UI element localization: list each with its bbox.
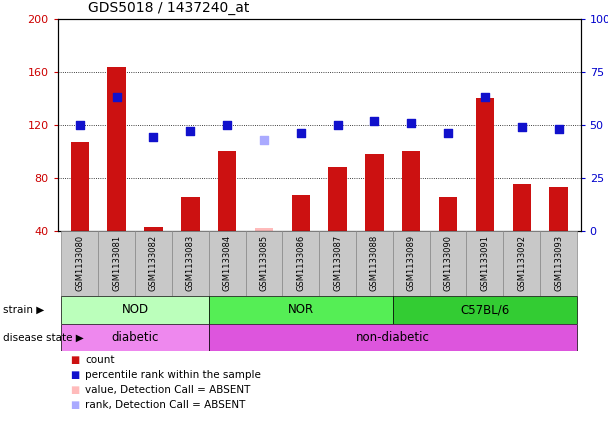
Bar — [61, 324, 209, 351]
Point — [517, 124, 527, 130]
Bar — [466, 231, 503, 296]
Bar — [356, 231, 393, 296]
Text: ■: ■ — [70, 354, 79, 365]
Bar — [255, 228, 273, 231]
Text: ■: ■ — [70, 400, 79, 410]
Text: C57BL/6: C57BL/6 — [460, 303, 510, 316]
Text: GSM1133080: GSM1133080 — [75, 235, 85, 291]
Text: ■: ■ — [70, 385, 79, 395]
Bar — [503, 231, 540, 296]
Text: strain ▶: strain ▶ — [3, 305, 44, 315]
Text: disease state ▶: disease state ▶ — [3, 332, 84, 342]
Bar — [430, 231, 466, 296]
Point — [370, 117, 379, 124]
Text: GSM1133082: GSM1133082 — [149, 235, 158, 291]
Bar — [393, 296, 577, 324]
Bar — [61, 296, 209, 324]
Bar — [108, 67, 126, 231]
Text: GSM1133081: GSM1133081 — [112, 235, 121, 291]
Bar — [218, 151, 237, 231]
Point — [443, 130, 453, 137]
Text: value, Detection Call = ABSENT: value, Detection Call = ABSENT — [85, 385, 250, 395]
Bar — [550, 187, 568, 231]
Point — [259, 136, 269, 143]
Text: GSM1133085: GSM1133085 — [260, 235, 269, 291]
Bar — [209, 296, 393, 324]
Text: GSM1133089: GSM1133089 — [407, 235, 416, 291]
Text: GSM1133083: GSM1133083 — [186, 235, 195, 291]
Bar — [439, 198, 457, 231]
Text: rank, Detection Call = ABSENT: rank, Detection Call = ABSENT — [85, 400, 246, 410]
Text: diabetic: diabetic — [111, 331, 159, 344]
Bar — [71, 142, 89, 231]
Bar — [172, 231, 209, 296]
Text: ■: ■ — [70, 370, 79, 380]
Bar — [402, 151, 421, 231]
Text: GSM1133092: GSM1133092 — [517, 235, 526, 291]
Bar — [540, 231, 577, 296]
Bar — [319, 231, 356, 296]
Bar — [393, 231, 430, 296]
Bar — [513, 184, 531, 231]
Point — [185, 128, 195, 135]
Text: GSM1133091: GSM1133091 — [480, 235, 489, 291]
Point — [296, 130, 306, 137]
Bar — [246, 231, 282, 296]
Point — [554, 126, 564, 132]
Point — [75, 121, 85, 128]
Bar — [209, 231, 246, 296]
Point — [148, 134, 158, 141]
Text: NOD: NOD — [122, 303, 148, 316]
Text: NOR: NOR — [288, 303, 314, 316]
Point — [223, 121, 232, 128]
Bar — [135, 231, 172, 296]
Point — [333, 121, 342, 128]
Text: non-diabetic: non-diabetic — [356, 331, 430, 344]
Text: GSM1133084: GSM1133084 — [223, 235, 232, 291]
Bar — [209, 324, 577, 351]
Point — [480, 94, 490, 101]
Bar — [61, 231, 98, 296]
Text: GSM1133093: GSM1133093 — [554, 235, 563, 291]
Bar — [255, 228, 273, 231]
Bar — [475, 99, 494, 231]
Text: GSM1133086: GSM1133086 — [296, 235, 305, 291]
Bar — [144, 227, 163, 231]
Bar — [328, 167, 347, 231]
Bar — [181, 198, 199, 231]
Point — [406, 119, 416, 126]
Text: GDS5018 / 1437240_at: GDS5018 / 1437240_at — [88, 1, 249, 15]
Text: GSM1133088: GSM1133088 — [370, 235, 379, 291]
Bar — [98, 231, 135, 296]
Point — [112, 94, 122, 101]
Text: count: count — [85, 354, 115, 365]
Text: GSM1133090: GSM1133090 — [444, 235, 452, 291]
Text: percentile rank within the sample: percentile rank within the sample — [85, 370, 261, 380]
Bar — [292, 195, 310, 231]
Text: GSM1133087: GSM1133087 — [333, 235, 342, 291]
Bar — [282, 231, 319, 296]
Bar — [365, 154, 384, 231]
